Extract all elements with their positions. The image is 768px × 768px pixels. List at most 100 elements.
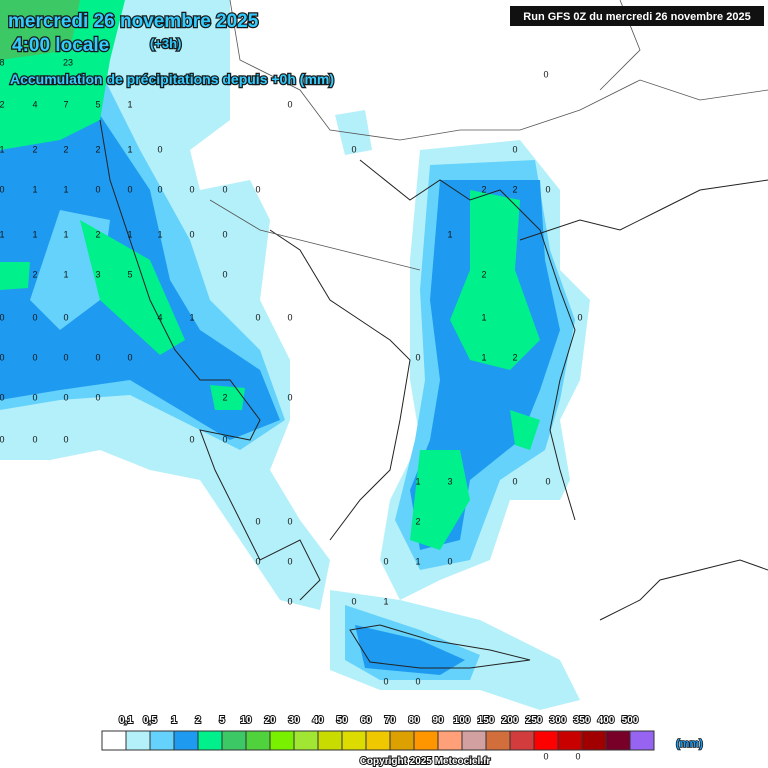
- map-value-label: 23: [63, 57, 73, 67]
- map-value-label: 0: [543, 69, 548, 79]
- map-value-label: 4: [32, 99, 37, 109]
- map-value-label: 0: [287, 596, 292, 606]
- forecast-date: mercredi 26 novembre 2025: [8, 11, 259, 32]
- legend-swatch: [221, 730, 247, 751]
- map-value-label: 0: [255, 184, 260, 194]
- map-value-label: 1: [481, 352, 486, 362]
- map-value-label: 0: [63, 312, 68, 322]
- legend-label: 40: [312, 715, 324, 726]
- map-value-label: 2: [512, 184, 517, 194]
- legend-swatch: [173, 730, 199, 751]
- map-value-label: 0: [543, 751, 548, 761]
- map-value-label: 0: [575, 751, 580, 761]
- map-value-label: 0: [0, 352, 5, 362]
- map-value-label: 2: [512, 352, 517, 362]
- map-value-label: 2: [481, 184, 486, 194]
- run-banner: [510, 6, 764, 26]
- legend-swatch: [533, 730, 559, 751]
- legend-swatch: [581, 730, 607, 751]
- legend-swatch: [341, 730, 367, 751]
- legend-label: 2: [195, 715, 201, 726]
- map-value-label: 0: [512, 476, 517, 486]
- legend-label: 90: [432, 715, 444, 726]
- map-value-label: 0: [222, 229, 227, 239]
- map-value-label: 7: [63, 99, 68, 109]
- legend-swatch: [629, 730, 655, 751]
- map-value-label: 0: [127, 184, 132, 194]
- map-value-label: 1: [32, 229, 37, 239]
- map-value-label: 2: [95, 144, 100, 154]
- legend-swatch: [197, 730, 223, 751]
- legend: 0,1 0,5 1 2 5 10 20 30 40 50 60 70 80 90 100 150 200 250 3…: [101, 714, 655, 751]
- map-value-label: 1: [0, 144, 5, 154]
- map-value-label: 0: [63, 352, 68, 362]
- map-value-label: 5: [95, 99, 100, 109]
- map-value-label: 0: [383, 556, 388, 566]
- map-value-label: 4: [157, 312, 162, 322]
- map-value-label: 8: [0, 57, 5, 67]
- legend-swatch: [245, 730, 271, 751]
- map-value-label: 3: [447, 476, 452, 486]
- legend-swatch: [293, 730, 319, 751]
- legend-label: 1: [171, 715, 177, 726]
- map-value-label: 0: [415, 676, 420, 686]
- map-value-label: 0: [157, 144, 162, 154]
- map-value-label: 1: [157, 229, 162, 239]
- map-value-label: 0: [255, 312, 260, 322]
- map-value-label: 0: [0, 312, 5, 322]
- map-value-label: 2: [0, 99, 5, 109]
- legend-label: 500: [622, 715, 639, 726]
- map-value-label: 0: [189, 229, 194, 239]
- map-value-label: 0: [157, 184, 162, 194]
- legend-swatch: [413, 730, 439, 751]
- map-value-label: 0: [32, 434, 37, 444]
- map-value-label: 0: [545, 184, 550, 194]
- forecast-offset: (+3h): [150, 36, 181, 51]
- map-value-label: 1: [63, 229, 68, 239]
- map-value-label: 0: [383, 676, 388, 686]
- legend-swatch: [461, 730, 487, 751]
- map-value-label: 1: [481, 312, 486, 322]
- legend-label: 5: [219, 715, 225, 726]
- map-value-label: 0: [287, 516, 292, 526]
- forecast-time: 4:00 locale: [12, 35, 109, 56]
- legend-label: 400: [598, 715, 615, 726]
- map-value-label: 0: [351, 596, 356, 606]
- legend-label: 250: [526, 715, 543, 726]
- legend-swatch: [389, 730, 415, 751]
- legend-label: 150: [478, 715, 495, 726]
- legend-swatch: [605, 730, 631, 751]
- map-value-label: 1: [447, 229, 452, 239]
- legend-label: 300: [550, 715, 567, 726]
- map-value-label: 2: [95, 229, 100, 239]
- map-value-label: 0: [512, 144, 517, 154]
- map-value-label: 2: [222, 392, 227, 402]
- legend-swatch: [317, 730, 343, 751]
- map-value-label: 0: [255, 516, 260, 526]
- map-value-label: 0: [287, 312, 292, 322]
- map-value-label: 1: [415, 476, 420, 486]
- map-value-label: 1: [127, 144, 132, 154]
- map-value-label: 5: [127, 269, 132, 279]
- map-value-label: 1: [63, 184, 68, 194]
- map-value-label: 1: [32, 184, 37, 194]
- map-value-label: 0: [32, 352, 37, 362]
- legend-swatch: [485, 730, 511, 751]
- map-value-label: 0: [287, 392, 292, 402]
- legend-label: 0,1: [119, 715, 133, 726]
- map-value-label: 2: [63, 144, 68, 154]
- map-value-label: 0: [32, 312, 37, 322]
- map-value-label: 0: [255, 556, 260, 566]
- legend-swatch: [149, 730, 175, 751]
- map-value-label: 0: [189, 434, 194, 444]
- map-value-label: 0: [32, 392, 37, 402]
- legend-label: 200: [502, 715, 519, 726]
- legend-swatch: [365, 730, 391, 751]
- map-value-label: 0: [222, 434, 227, 444]
- map-value-label: 0: [287, 99, 292, 109]
- map-value-label: 0: [95, 392, 100, 402]
- map-value-label: 1: [127, 229, 132, 239]
- legend-swatch: [269, 730, 295, 751]
- map-value-label: 0: [0, 434, 5, 444]
